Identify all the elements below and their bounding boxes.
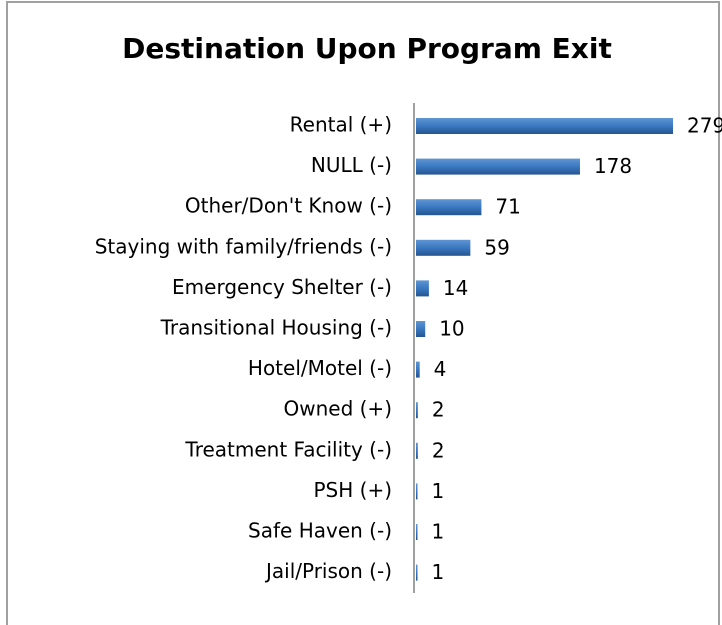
category-label: Emergency Shelter (-)	[172, 275, 392, 299]
bar	[416, 199, 482, 216]
bar	[416, 402, 418, 419]
bar	[416, 239, 471, 256]
category-label: Hotel/Motel (-)	[248, 356, 392, 380]
data-label: 1	[432, 520, 445, 544]
category-label: Safe Haven (-)	[248, 519, 392, 543]
category-label: Transitional Housing (-)	[160, 316, 392, 340]
category-label: Treatment Facility (-)	[184, 437, 392, 461]
category-label: Staying with family/friends (-)	[95, 234, 392, 258]
data-label: 1	[432, 479, 445, 503]
bar	[416, 361, 420, 378]
data-label: 10	[439, 317, 464, 341]
data-label: 59	[484, 235, 509, 259]
bar	[416, 524, 418, 540]
category-label: PSH (+)	[313, 478, 392, 502]
category-label: Jail/Prison (-)	[264, 559, 392, 583]
chart-title: Destination Upon Program Exit	[122, 32, 612, 65]
data-label: 71	[495, 195, 520, 219]
category-label: Rental (+)	[290, 113, 392, 137]
data-label: 178	[594, 154, 632, 178]
bar	[416, 442, 418, 459]
bar	[416, 158, 580, 175]
bar	[416, 483, 418, 500]
bar	[416, 280, 429, 297]
bar	[416, 564, 418, 581]
data-label: 2	[432, 398, 445, 422]
chart-border	[6, 1, 720, 625]
category-label: NULL (-)	[311, 153, 392, 177]
data-label: 14	[443, 276, 468, 300]
category-label: Other/Don't Know (-)	[185, 194, 392, 218]
data-label: 4	[434, 357, 447, 381]
data-label: 279	[687, 114, 722, 138]
bar	[416, 321, 426, 337]
data-label: 2	[432, 438, 445, 462]
data-label: 1	[432, 560, 445, 584]
bar	[416, 118, 673, 134]
category-label: Owned (+)	[284, 397, 393, 421]
